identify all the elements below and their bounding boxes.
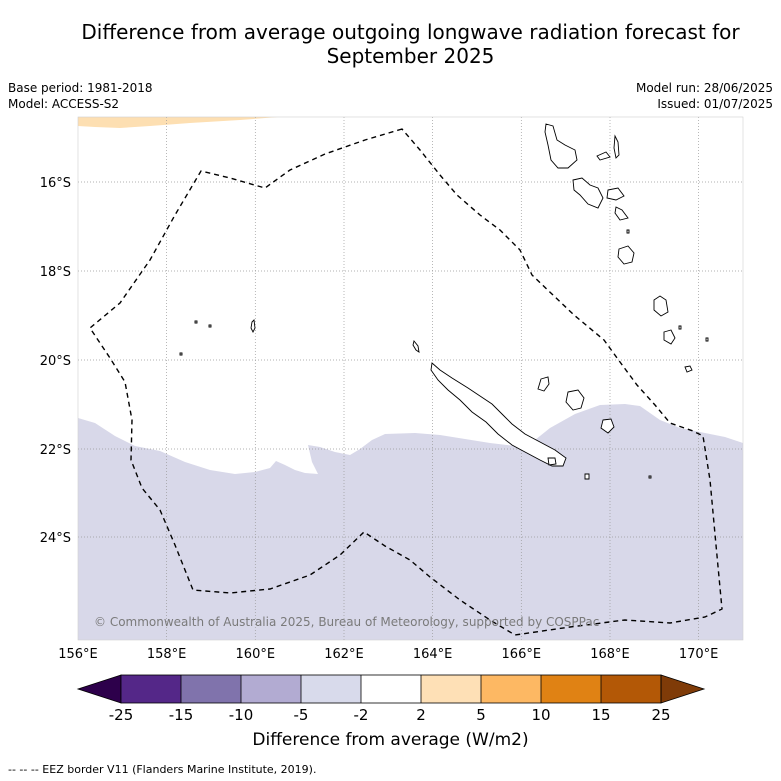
- meta-right: Model run: 28/06/2025 Issued: 01/07/2025: [636, 80, 773, 112]
- lat-label-22s: 22°S: [40, 443, 71, 458]
- colorbar-label: Difference from average (W/m2): [252, 730, 529, 750]
- colorbar-tick-0: -25: [109, 706, 134, 720]
- colorbar-tick-9: 25: [651, 706, 670, 720]
- anomaly-region-negative: [78, 404, 743, 640]
- colorbar-outline: [120, 674, 662, 704]
- gridlines: [78, 117, 743, 640]
- isle-of-pines: [547, 457, 557, 466]
- copyright-notice: © Commonwealth of Australia 2025, Bureau…: [94, 615, 599, 629]
- colorbar-tick-8: 15: [591, 706, 610, 720]
- colorbar-extend-high: [660, 674, 706, 704]
- lon-label-158e: 158°E: [147, 647, 187, 662]
- colorbar-bin-3: [241, 675, 301, 703]
- tanna-island: [663, 329, 676, 345]
- erromango-island: [653, 295, 669, 317]
- chesterfield-reef-b: [194, 320, 198, 324]
- walpole-island: [584, 473, 590, 480]
- latitude-labels: 16°S 18°S 20°S 22°S 24°S: [40, 176, 71, 546]
- colorbar-tick-7: 10: [531, 706, 550, 720]
- longitude-labels: 156°E 158°E 160°E 162°E 164°E 166°E 168°…: [58, 647, 718, 662]
- colorbar-bin-9: [601, 675, 661, 703]
- efate-island: [617, 245, 635, 265]
- colorbar-tick-3: -5: [294, 706, 309, 720]
- colorbar-tick-5: 2: [416, 706, 426, 720]
- lat-label-24s: 24°S: [40, 531, 71, 546]
- ouvea-island: [537, 376, 550, 392]
- title-line-1: Difference from average outgoing longwav…: [81, 20, 740, 44]
- lat-label-18s: 18°S: [40, 265, 71, 280]
- mare-island: [600, 418, 615, 434]
- colorbar-tick-4: -2: [354, 706, 369, 720]
- model-run: Model run: 28/06/2025: [635, 81, 773, 95]
- chesterfield-reef-c: [208, 324, 212, 328]
- lon-label-162e: 162°E: [324, 647, 364, 662]
- lon-label-166e: 166°E: [502, 647, 542, 662]
- map-figure: © Commonwealth of Australia 2025, Bureau…: [40, 116, 744, 720]
- lon-label-170e: 170°E: [679, 647, 719, 662]
- meta-left: Base period: 1981-2018 Model: ACCESS-S2: [8, 80, 153, 112]
- map-frame: [77, 116, 744, 641]
- colorbar-tick-labels: -25 -15 -10 -5 -2 2 5 10 15 25: [109, 706, 671, 720]
- malakula-island: [572, 177, 604, 209]
- map-panel: © Commonwealth of Australia 2025, Bureau…: [77, 116, 744, 641]
- shepherd-islets: [626, 229, 630, 234]
- aneityum-island: [684, 365, 693, 373]
- chesterfield-reef-d: [179, 352, 183, 356]
- colorbar-extend-low: [76, 674, 122, 704]
- colorbar-tick-6: 5: [476, 706, 486, 720]
- anomaly-region-positive: [78, 117, 278, 128]
- hunter-island: [648, 475, 652, 479]
- pentecost-ambrym-islands: [606, 187, 625, 201]
- lat-label-20s: 20°S: [40, 354, 71, 369]
- colorbar-bin-4: [301, 675, 361, 703]
- lon-label-156e: 156°E: [58, 647, 98, 662]
- colorbar: -25 -15 -10 -5 -2 2 5 10 15 25: [76, 674, 706, 720]
- colorbar-bin-7: [481, 675, 541, 703]
- issued-date: Issued: 01/07/2025: [657, 97, 773, 111]
- title-line-2: September 2025: [326, 44, 495, 68]
- lon-label-168e: 168°E: [590, 647, 630, 662]
- lat-label-16s: 16°S: [40, 176, 71, 191]
- colorbar-dividers: [120, 674, 662, 704]
- eez-footnote: -- -- -- EEZ border V11 (Flanders Marine…: [8, 763, 317, 776]
- lifou-island: [565, 389, 585, 411]
- chesterfield-reef-a: [250, 319, 256, 334]
- model-name: Model: ACCESS-S2: [8, 97, 120, 111]
- maewo-island: [613, 134, 620, 159]
- aniwa-island: [678, 325, 682, 330]
- chart-title: Difference from average outgoing longwav…: [0, 20, 781, 68]
- lon-label-160e: 160°E: [236, 647, 276, 662]
- futuna-island: [705, 337, 709, 342]
- eez-border: [89, 128, 723, 636]
- colorbar-tick-2: -10: [229, 706, 254, 720]
- colorbar-bin-5: [361, 675, 421, 703]
- base-period: Base period: 1981-2018: [8, 81, 153, 95]
- colorbar-tick-1: -15: [169, 706, 194, 720]
- epi-island: [614, 206, 629, 221]
- ambae-island: [596, 151, 611, 161]
- espiritu-santo-island: [544, 123, 578, 169]
- lon-label-164e: 164°E: [413, 647, 453, 662]
- colorbar-bin-1: [121, 675, 181, 703]
- colorbar-bin-6: [421, 675, 481, 703]
- colorbar-bin-2: [181, 675, 241, 703]
- colorbar-bin-8: [541, 675, 601, 703]
- new-caledonia-island: [430, 362, 567, 467]
- belep-island: [412, 340, 420, 353]
